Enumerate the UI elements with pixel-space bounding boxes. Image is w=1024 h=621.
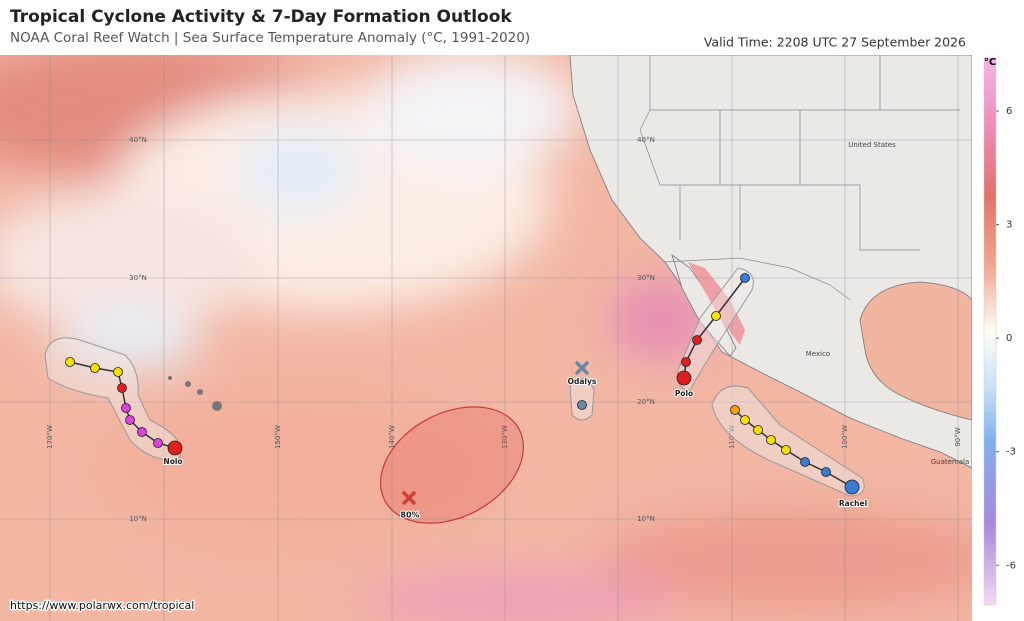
storm-point xyxy=(113,367,123,377)
storm-point xyxy=(740,273,750,283)
lon-label: 150°W xyxy=(274,425,282,449)
storm-point xyxy=(121,403,131,413)
storm-point xyxy=(821,467,831,477)
storm-point xyxy=(681,357,691,367)
storm-point xyxy=(730,405,740,415)
storm-name: Nolo xyxy=(163,457,182,466)
valid-time: Valid Time: 2208 UTC 27 September 2026 xyxy=(704,35,966,50)
storm-x xyxy=(575,361,589,375)
storm-point xyxy=(800,457,810,467)
storm-point xyxy=(125,415,135,425)
lon-label: 90°W xyxy=(954,427,962,446)
colorbar-tick-label: -6 xyxy=(1006,560,1016,571)
storm-point xyxy=(65,357,75,367)
map: 40°N 40°N 30°N 30°N 20°N 10°N 10°N 170°W 150°W 14… xyxy=(0,55,972,621)
overlay: 40°N 40°N 30°N 30°N 20°N 10°N 10°N 170°W 150°W 14… xyxy=(44,136,970,524)
storm-point xyxy=(577,400,587,410)
lon-label: 140°W xyxy=(388,425,396,449)
storm-name: Odalys xyxy=(568,377,597,386)
lon-label: 170°W xyxy=(46,425,54,449)
source-url: https://www.polarwx.com/tropical xyxy=(10,599,194,612)
lat-label: 10°N xyxy=(129,515,147,523)
lon-label: 130°W xyxy=(501,425,509,449)
forecast-cone xyxy=(569,378,595,421)
storm-point xyxy=(692,335,702,345)
lat-label: 40°N xyxy=(129,136,147,144)
colorbar-tick-label: 3 xyxy=(1006,220,1012,231)
subtitle: NOAA Coral Reef Watch | Sea Surface Temp… xyxy=(10,30,530,46)
lon-label: 100°W xyxy=(841,425,849,449)
colorbar xyxy=(983,57,997,606)
outlook-probability: 80% xyxy=(400,511,419,520)
title: Tropical Cyclone Activity & 7-Day Format… xyxy=(10,7,512,27)
outlook-x xyxy=(402,491,416,505)
storm-point xyxy=(90,363,100,373)
place-label: Mexico xyxy=(806,350,830,358)
graticule xyxy=(0,55,972,621)
place-label: United States xyxy=(848,141,896,149)
borders xyxy=(639,55,960,301)
outlook-area xyxy=(379,406,525,524)
storm-point xyxy=(740,415,750,425)
colorbar-tick-label: -3 xyxy=(1006,447,1016,458)
lat-label: 30°N xyxy=(637,274,655,282)
storm-point xyxy=(844,479,860,495)
storm-point xyxy=(153,438,163,448)
gulf-of-california xyxy=(688,262,745,345)
storm-point xyxy=(167,440,183,456)
islands xyxy=(168,376,222,411)
place-label: Guatemala xyxy=(931,458,970,466)
storm-point xyxy=(676,370,692,386)
storm-point xyxy=(766,435,776,445)
storm-name: Rachel xyxy=(839,499,867,508)
sst-field xyxy=(0,55,972,621)
gulf-of-mexico xyxy=(859,281,972,421)
storm-point xyxy=(781,445,791,455)
lat-label: 10°N xyxy=(637,515,655,523)
lat-label: 20°N xyxy=(637,398,655,406)
storm-point xyxy=(753,425,763,435)
lat-label: 40°N xyxy=(637,136,655,144)
storm-point xyxy=(117,383,127,393)
storm-point xyxy=(137,427,147,437)
storm-point xyxy=(711,311,721,321)
colorbar-label: °C xyxy=(984,57,996,68)
baja xyxy=(671,253,737,357)
lat-label: 30°N xyxy=(129,274,147,282)
storm-name: Polo xyxy=(675,389,693,398)
colorbar-tick-label: 6 xyxy=(1006,106,1012,117)
colorbar-tick-label: 0 xyxy=(1006,333,1012,344)
